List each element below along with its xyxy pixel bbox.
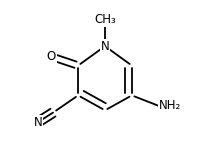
Text: NH₂: NH₂ [159,99,181,112]
Text: CH₃: CH₃ [94,13,116,26]
Text: N: N [101,40,109,53]
Text: O: O [47,50,56,63]
Text: N: N [33,116,42,129]
